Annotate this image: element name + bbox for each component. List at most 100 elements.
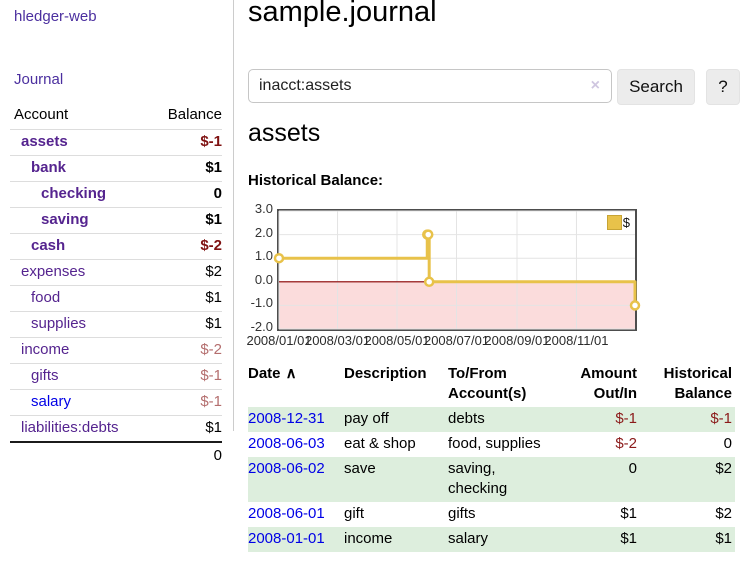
- x-tick-label: 2008/03/01: [304, 333, 371, 348]
- account-name-cell: liabilities:debts: [10, 415, 152, 443]
- transaction-balance: 0: [723, 435, 732, 452]
- register-row: 2008-01-01 income salary $1 $1: [248, 527, 735, 552]
- register-col-balance: Historical Balance: [663, 365, 732, 402]
- x-tick-label: 2008/11/01: [544, 333, 609, 348]
- account-row: checking 0: [10, 181, 222, 208]
- transaction-date-link[interactable]: 2008-06-02: [248, 460, 325, 477]
- search-input[interactable]: [248, 69, 612, 103]
- transaction-accounts: debts: [448, 410, 485, 427]
- account-link-food[interactable]: food: [31, 289, 61, 306]
- account-name-cell: income: [10, 337, 152, 364]
- y-tick-label: 0.0: [254, 271, 273, 287]
- register-row: 2008-06-01 gift gifts $1 $2: [248, 502, 735, 527]
- account-name-cell: assets: [10, 129, 152, 156]
- search-form: × Search ?: [248, 69, 742, 105]
- account-row: saving $1: [10, 207, 222, 234]
- account-balance: 0: [151, 181, 222, 208]
- transaction-date-cell: 2008-06-03: [248, 432, 344, 457]
- account-balance: $2: [151, 259, 222, 286]
- register-col-accounts: To/From Account(s): [448, 365, 527, 402]
- account-name-cell: gifts: [10, 363, 152, 390]
- accounts-total-row: 0: [10, 441, 222, 469]
- search-box: ×: [248, 69, 612, 103]
- account-balance: $-1: [151, 129, 222, 156]
- transaction-date-cell: 2008-06-01: [248, 502, 344, 527]
- help-button[interactable]: ?: [706, 69, 740, 105]
- x-tick-label: 2008/05/01: [364, 333, 430, 348]
- account-link-supplies[interactable]: supplies: [31, 315, 87, 332]
- account-balance: $1: [151, 311, 222, 338]
- transaction-amount: $-1: [615, 410, 637, 427]
- account-name-cell: saving: [10, 207, 152, 234]
- transaction-amount: $-2: [615, 435, 637, 452]
- historical-balance-chart: $ 3.0 2.0 1.0 0.0 -1.0 -2.0 2008/01/01 2008/03/…: [246, 201, 742, 350]
- register-row: 2008-06-03 eat & shop food, supplies $-2 0: [248, 432, 735, 457]
- clear-search-icon[interactable]: ×: [590, 77, 600, 94]
- transaction-date-link[interactable]: 2008-12-31: [248, 410, 325, 427]
- account-link-checking[interactable]: checking: [41, 185, 107, 202]
- brand-link[interactable]: hledger-web: [14, 8, 97, 25]
- account-link-assets[interactable]: assets: [21, 133, 68, 150]
- account-link-bank[interactable]: bank: [31, 159, 67, 176]
- data-point-marker: [423, 276, 435, 288]
- transaction-date-link[interactable]: 2008-06-01: [248, 505, 325, 522]
- account-name-cell: expenses: [10, 259, 152, 286]
- account-link-salary[interactable]: salary: [31, 393, 72, 410]
- y-tick-label: -1.0: [250, 295, 273, 311]
- account-link-saving[interactable]: saving: [41, 211, 89, 228]
- account-balance: $-1: [151, 363, 222, 390]
- account-link-gifts[interactable]: gifts: [31, 367, 59, 384]
- y-tick-label: -2.0: [250, 319, 273, 334]
- account-balance: $1: [151, 285, 222, 312]
- chart-plot-area[interactable]: $: [273, 209, 641, 331]
- register-header-row: Date ∧ Description To/From Account(s) Amoun…: [248, 362, 735, 407]
- account-row: supplies $1: [10, 311, 222, 338]
- y-tick-label: 2.0: [254, 224, 273, 240]
- transaction-date-link[interactable]: 2008-06-03: [248, 435, 325, 452]
- account-name-cell: salary: [10, 389, 152, 416]
- y-tick-label: 3.0: [254, 201, 273, 216]
- transaction-amount: $1: [620, 505, 637, 522]
- chart-legend: $: [606, 215, 630, 230]
- register-table: Date ∧ Description To/From Account(s) Amoun…: [248, 362, 735, 552]
- account-link-expenses[interactable]: expenses: [21, 263, 86, 280]
- account-name-cell: bank: [10, 155, 152, 182]
- account-name-cell: food: [10, 285, 152, 312]
- sidebar: hledger-web Journal Account Balance asse…: [0, 0, 234, 469]
- account-row: bank $1: [10, 155, 222, 182]
- register-col-date[interactable]: Date ∧: [248, 365, 298, 382]
- register-col-amount: Amount Out/In: [580, 365, 637, 402]
- x-tick-label: 2008/09/01: [484, 333, 550, 348]
- data-point-marker: [422, 229, 434, 240]
- transaction-balance: $-1: [710, 410, 732, 427]
- transaction-date-link[interactable]: 2008-01-01: [248, 530, 325, 547]
- transaction-accounts: gifts: [448, 505, 476, 522]
- x-tick-label: 2008/01/01: [246, 333, 312, 348]
- account-balance: $-2: [151, 337, 222, 364]
- transaction-amount: $1: [620, 530, 637, 547]
- account-row: income $-2: [10, 337, 222, 364]
- search-button[interactable]: Search: [617, 69, 695, 105]
- transaction-date-cell: 2008-01-01: [248, 527, 344, 552]
- sidebar-item-journal[interactable]: Journal: [14, 71, 64, 88]
- chart-canvas: [273, 210, 641, 330]
- accounts-total-balance: 0: [151, 441, 222, 469]
- account-name-cell: checking: [10, 181, 152, 208]
- data-point-marker: [273, 252, 285, 264]
- accounts-header-row: Account Balance: [10, 102, 222, 130]
- transaction-description: eat & shop: [344, 435, 416, 452]
- account-link-liabilities-debts[interactable]: liabilities:debts: [21, 419, 119, 436]
- register-col-description: Description: [344, 365, 427, 382]
- account-row: liabilities:debts $1: [10, 415, 222, 443]
- account-link-income[interactable]: income: [21, 341, 70, 358]
- account-link-cash[interactable]: cash: [31, 237, 66, 254]
- account-row: salary $-1: [10, 389, 222, 416]
- account-heading: assets: [248, 119, 321, 147]
- main-content: sample.journal × Search ? assets Histori…: [246, 0, 742, 582]
- accounts-total-spacer: [10, 441, 152, 469]
- x-tick-label: 2008/07/01: [423, 333, 490, 348]
- legend-label: $: [622, 215, 630, 230]
- page-title: sample.journal: [248, 0, 437, 28]
- transaction-description: save: [344, 460, 376, 477]
